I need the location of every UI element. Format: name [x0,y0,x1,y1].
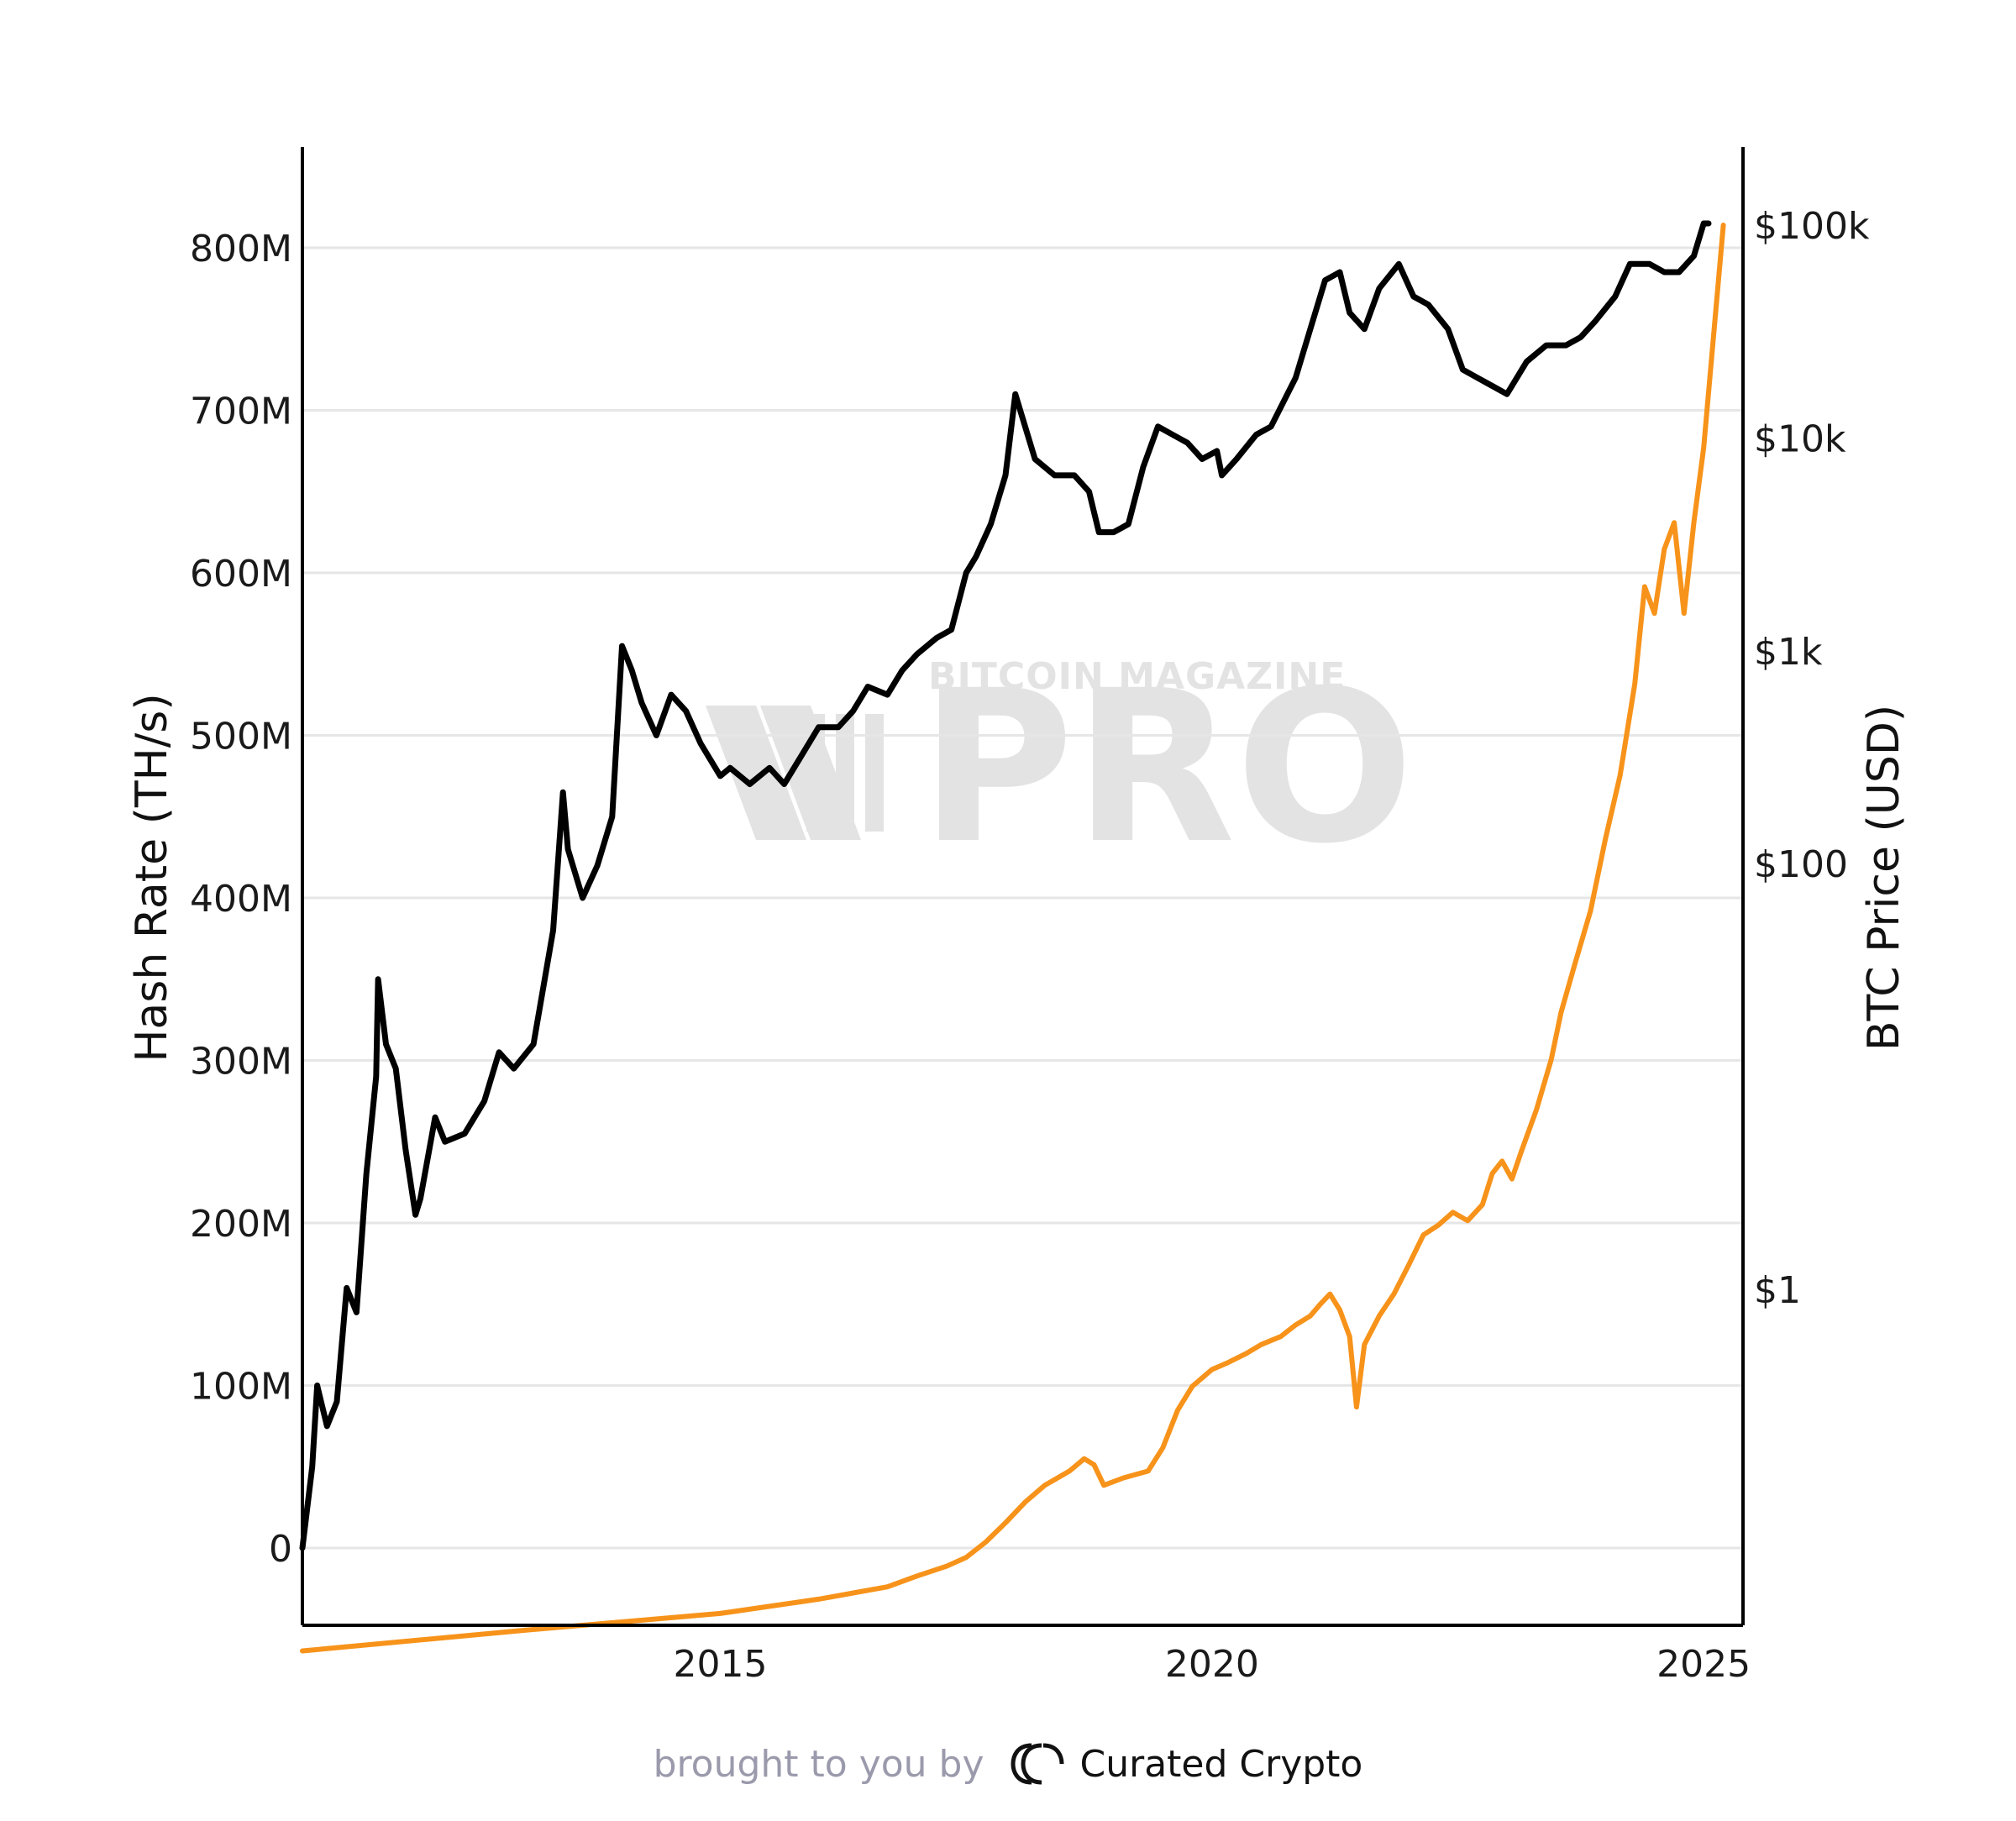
y-right-tick-label-0: $1 [1754,1269,1801,1312]
footer-brand[interactable]: Curated Crypto [1010,1740,1363,1787]
x-tick-label-1: 2020 [1165,1643,1259,1686]
y-right-axis-title: BTC Price (USD) [1859,705,1909,1051]
y-right-tick-label-1: $100 [1754,843,1848,886]
y-left-tick-label-7: 700M [190,391,292,433]
y-right-tick-label-4: $100k [1754,205,1870,248]
footer-credit: brought to you by [653,1742,984,1786]
btc-price-line [300,223,1726,1654]
y-left-tick-label-6: 600M [190,553,292,596]
y-left-tick-label-4: 400M [190,878,292,921]
y-right-tick-label-3: $10k [1754,417,1846,460]
watermark-main-text: PRO [920,645,1414,890]
y-left-tick-label-0: 0 [269,1528,292,1571]
axes [301,147,1745,1627]
watermark-top-text: BITCOIN MAGAZINE [928,655,1346,698]
y-right-tick-label-2: $1k [1754,631,1823,674]
y-left-axis-title: Hash Rate (TH/s) [127,693,177,1062]
x-tick-label-2: 2025 [1656,1643,1751,1686]
footer-brand-name: Curated Crypto [1079,1742,1363,1786]
watermark: BITCOIN MAGAZINE PRO [706,645,1414,890]
hash-rate-line [299,220,1712,1551]
curated-crypto-logo-icon [1010,1743,1063,1785]
footer: brought to you by Curated Crypto [0,1730,2016,1797]
series-layer [299,220,1726,1654]
y-left-tick-label-8: 800M [190,228,292,270]
y-left-tick-label-2: 200M [190,1203,292,1246]
grid [302,246,1743,1550]
y-left-tick-label-5: 500M [190,716,292,758]
y-left-tick-label-3: 300M [190,1041,292,1084]
watermark-logo [706,706,884,840]
y-left-tick-label-1: 100M [190,1366,292,1409]
x-tick-label-0: 2015 [674,1643,768,1686]
ticks: 0 100M 200M 300M 400M 500M 600M 700M 800M $1 $100 $… [190,205,1870,1686]
